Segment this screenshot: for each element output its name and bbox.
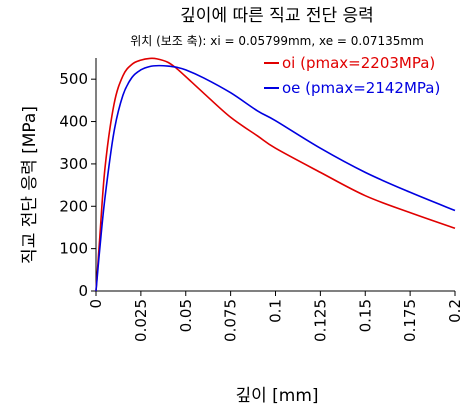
- series-line-0: [95, 57, 456, 292]
- series-lines: [95, 57, 456, 292]
- y-tick-label: 300: [59, 155, 88, 173]
- legend-label: oi (pmax=2203MPa): [282, 54, 435, 72]
- y-tick-label: 0: [78, 282, 88, 300]
- x-tick-label: 0.075: [222, 299, 240, 342]
- y-tick-label: 400: [59, 113, 88, 131]
- series-line-1: [95, 64, 456, 292]
- legend-label: oe (pmax=2142MPa): [282, 79, 440, 97]
- x-tick-label: 0.1: [267, 299, 285, 323]
- x-tick-label: 0.025: [132, 299, 150, 342]
- y-tick-label: 200: [59, 197, 88, 215]
- y-tick-label: 100: [59, 240, 88, 258]
- plot-area: 0 100 200 300 400 500 0 0.025 0.05 0.075 0.1 0.125…: [59, 57, 464, 342]
- x-tick-label: 0.125: [311, 299, 329, 342]
- x-tick-label: 0.175: [401, 299, 419, 342]
- x-tick-label: 0: [87, 299, 105, 309]
- x-tick-label: 0.15: [356, 299, 374, 332]
- y-axis-label: 직교 전단 응력 [MPa]: [20, 106, 40, 264]
- x-ticks: 0 0.025 0.05 0.075 0.1 0.125 0.15 0.175 0.2: [87, 291, 464, 342]
- y-tick-label: 500: [59, 70, 88, 88]
- x-axis-label: 깊이 [mm]: [235, 386, 318, 406]
- chart-title: 깊이에 따른 직교 전단 응력: [180, 6, 374, 26]
- x-tick-label: 0.05: [177, 299, 195, 332]
- chart-subtitle: 위치 (보조 축): xi = 0.05799mm, xe = 0.07135m…: [130, 34, 424, 48]
- y-ticks: 0 100 200 300 400 500: [59, 70, 96, 300]
- x-tick-label: 0.2: [446, 299, 464, 323]
- legend: oi (pmax=2203MPa) oe (pmax=2142MPa): [264, 54, 440, 97]
